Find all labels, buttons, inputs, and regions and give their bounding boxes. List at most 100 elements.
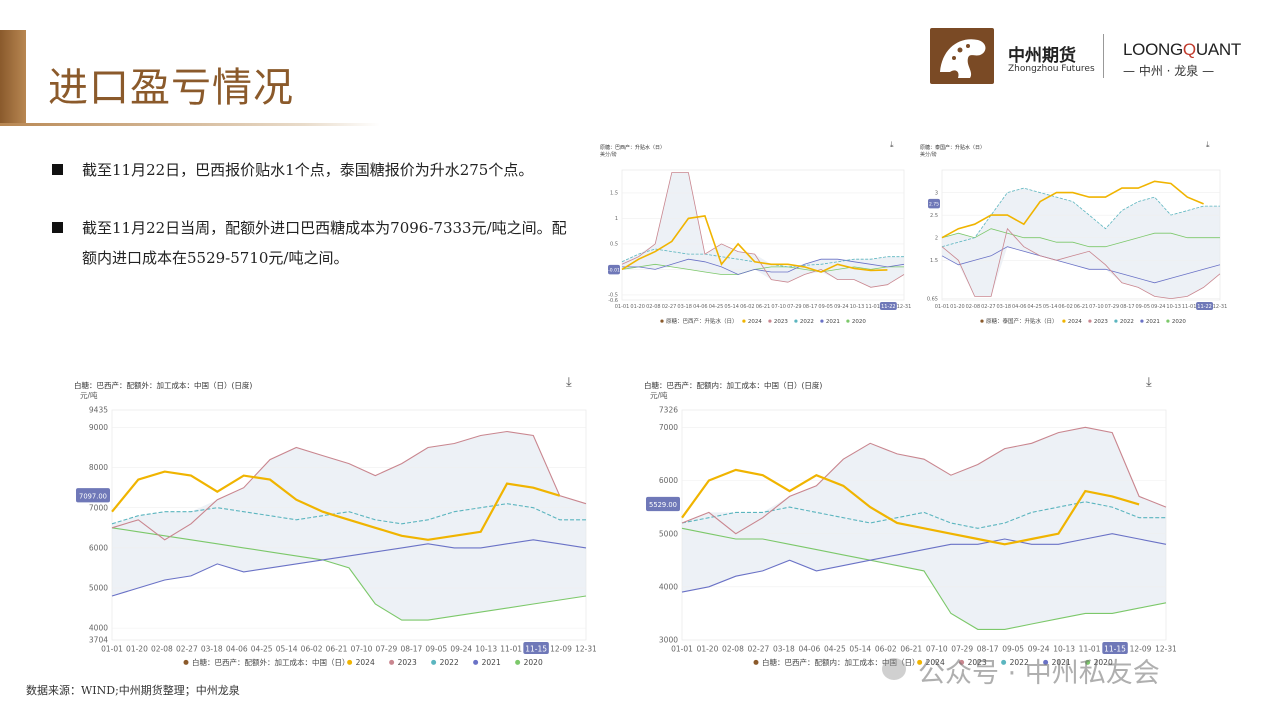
- legend-marker: [742, 319, 746, 323]
- x-tick-label: 11-01: [500, 645, 522, 654]
- x-tick-label: 12-31: [1213, 304, 1228, 310]
- series-line-2023: [681, 426, 1167, 535]
- legend-label: 原糖：泰国产：升贴水（日）: [986, 317, 1058, 325]
- x-tick-label: 06-02: [740, 304, 755, 310]
- legend-marker: [660, 319, 664, 323]
- legend-marker: [1085, 659, 1091, 665]
- x-tick-label: 06-02: [875, 645, 897, 654]
- x-tick-label: 03-18: [773, 645, 795, 654]
- x-tick-label: 06-21: [1074, 304, 1089, 310]
- download-icon: ⤓: [890, 140, 894, 149]
- legend-marker: [515, 659, 521, 665]
- brazil-out-quota-cost-chart: 白糖：巴西产：配额外：加工成本：中国（日）(日度) 元/吨 ⤓ 3704 4000 500…: [66, 366, 596, 674]
- x-tick-label: 09-05: [818, 304, 833, 310]
- legend-label: 2023: [968, 658, 987, 667]
- x-tick-label: 01-20: [630, 304, 645, 310]
- y-tick-label: 4000: [89, 624, 108, 633]
- y-tick-label: 7326: [659, 406, 678, 415]
- current-value-badge: [928, 198, 940, 209]
- y-axis-unit: 元/吨: [80, 390, 98, 400]
- legend-label: 2024: [356, 658, 375, 667]
- legend-marker: [473, 659, 479, 665]
- chart-svg: 白糖：巴西产：配额外：加工成本：中国（日）(日度)元/吨 ⤓ 3704 4000 500…: [74, 375, 596, 667]
- legend-label: 白糖：巴西产：配额内：加工成本：中国（日）: [762, 657, 920, 667]
- title-accent-bar: [0, 30, 26, 126]
- x-highlight-marker: [1196, 302, 1214, 310]
- legend-marker: [389, 659, 395, 665]
- range-band: [622, 172, 904, 288]
- x-tick-label: 09-24: [1028, 645, 1050, 654]
- series-line-2020: [941, 228, 1220, 248]
- x-tick-label: 02-08: [151, 645, 173, 654]
- x-tick-label: 08-17: [1120, 304, 1135, 310]
- x-tick-label: 09-05: [1002, 645, 1024, 654]
- y-tick-label: 3: [935, 190, 938, 196]
- legend-label: 2022: [440, 658, 459, 667]
- x-tick-label: 11-22: [1197, 304, 1212, 310]
- x-tick-label: 02-27: [176, 645, 198, 654]
- legend-label: 2024: [926, 658, 945, 667]
- x-tick-label: 07-10: [926, 645, 948, 654]
- brand-name-en: Zhongzhou Futures: [1008, 64, 1095, 74]
- x-tick-label: 03-18: [997, 304, 1012, 310]
- series-line-2021: [941, 246, 1221, 284]
- brazil-basis-chart: 原糖：巴西产：升贴水（日）美分/磅⤓-0.6-0.500.511.501-010…: [592, 134, 912, 330]
- y-tick-label: 1.5: [610, 191, 618, 197]
- x-tick-label: 05-14: [724, 304, 739, 310]
- chart-svg: 原糖：巴西产：升贴水（日）美分/磅⤓-0.6-0.500.511.501-010…: [600, 140, 912, 325]
- x-tick-label: 09-05: [425, 645, 447, 654]
- x-tick-label: 12-09: [1130, 645, 1152, 654]
- x-tick-label: 01-20: [126, 645, 148, 654]
- current-value-badge: [608, 264, 620, 275]
- bullet-marker: [52, 222, 63, 233]
- x-tick-label: 04-25: [824, 645, 846, 654]
- legend-label: 2022: [800, 319, 814, 325]
- series-line-2024: [621, 215, 888, 273]
- series-line-2023: [941, 227, 1221, 300]
- x-tick-label: 03-18: [677, 304, 692, 310]
- legend-marker: [1088, 319, 1092, 323]
- current-value-label: 7097.00: [79, 492, 107, 500]
- y-tick-label: 5000: [89, 584, 108, 593]
- series-line-2023: [621, 172, 905, 288]
- series-line-2022: [111, 503, 586, 525]
- current-value-label: -0.01: [608, 268, 620, 274]
- legend-label: 2020: [1172, 319, 1186, 325]
- title-underline: [0, 123, 380, 126]
- x-tick-label: 07-29: [1105, 304, 1120, 310]
- legend-label: 2021: [826, 319, 840, 325]
- download-icon: ⤓: [1206, 140, 1210, 149]
- legend-label: 白糖：巴西产：配额外：加工成本：中国（日）: [192, 657, 350, 667]
- y-tick-label: 3000: [659, 636, 678, 645]
- legend-marker: [846, 319, 850, 323]
- chart-title: 白糖：巴西产：配额内：加工成本：中国（日）(日度): [644, 380, 822, 390]
- brand-name-cn: 中州期货: [1008, 46, 1076, 66]
- legend-label: 2024: [1068, 319, 1082, 325]
- chart-title: 白糖：巴西产：配额外：加工成本：中国（日）(日度): [74, 380, 252, 390]
- x-tick-label: 05-14: [1043, 304, 1058, 310]
- series-line-2023: [111, 430, 587, 541]
- x-tick-label: 05-14: [849, 645, 871, 654]
- range-band: [112, 431, 586, 621]
- series-line-2020: [681, 527, 1167, 630]
- legend-label: 2022: [1010, 658, 1029, 667]
- x-tick-label: 10-13: [475, 645, 497, 654]
- x-tick-label: 06-21: [756, 304, 771, 310]
- x-tick-label: 11-01: [865, 304, 880, 310]
- series-line-2024: [681, 468, 1140, 546]
- x-tick-label: 01-01: [935, 304, 950, 310]
- x-tick-label: 12-31: [897, 304, 912, 310]
- legend-marker: [1001, 659, 1007, 665]
- x-tick-label: 11-01: [1182, 304, 1197, 310]
- bullet-item: 截至11月22日当周，配额外进口巴西糖成本为7096-7333元/吨之间。配额内…: [52, 213, 572, 273]
- x-highlight-marker: [879, 302, 897, 310]
- chart-title: 原糖：泰国产：升贴水（日）: [920, 144, 985, 151]
- y-tick-label: 4000: [659, 582, 678, 591]
- download-icon: ⤓: [566, 375, 572, 390]
- page-title: 进口盈亏情况: [48, 65, 294, 111]
- chart-title: 原糖：巴西产：升贴水（日）: [600, 144, 665, 151]
- legend-label: 2020: [1094, 658, 1113, 667]
- y-tick-label: 2.5: [930, 213, 938, 219]
- x-tick-label: 09-05: [1136, 304, 1151, 310]
